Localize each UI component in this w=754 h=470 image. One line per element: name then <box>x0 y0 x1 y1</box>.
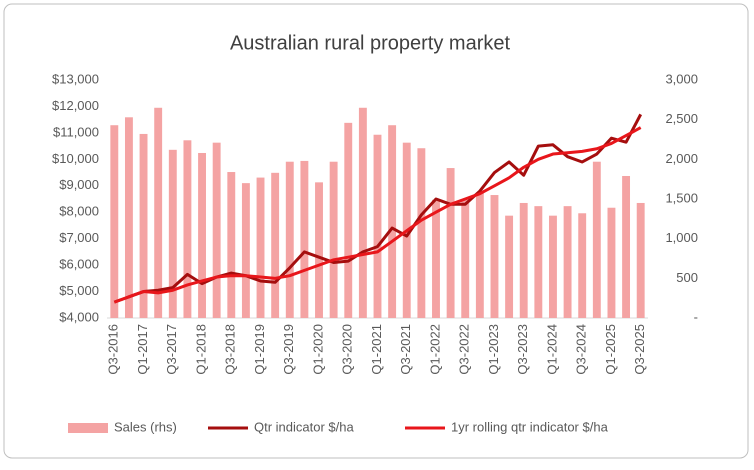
x-tick-label: Q1-2017 <box>135 324 150 375</box>
bar <box>241 183 250 318</box>
bar <box>110 125 119 318</box>
bar <box>154 107 163 319</box>
bar <box>227 172 236 318</box>
x-tick-label: Q1-2022 <box>427 324 442 375</box>
bar <box>519 202 528 318</box>
bar <box>490 195 499 318</box>
y2-tick-label: 1,000 <box>665 230 698 245</box>
y2-tick-label: 2,500 <box>665 111 698 126</box>
bar <box>315 182 323 318</box>
bar <box>592 161 601 318</box>
bar <box>256 177 265 318</box>
y2-tick-label: 2,000 <box>665 151 698 166</box>
bar <box>505 215 514 318</box>
x-tick-label: Q1-2021 <box>369 324 384 375</box>
legend-label: Qtr indicator $/ha <box>254 419 354 434</box>
y-tick-label: $5,000 <box>59 283 99 298</box>
bar <box>388 125 397 318</box>
bar <box>607 207 616 318</box>
x-tick-label: Q3-2024 <box>574 324 589 375</box>
y2-tick-label: 1,500 <box>665 190 698 205</box>
x-tick-label: Q1-2019 <box>252 324 267 375</box>
x-tick-label: Q3-2017 <box>164 324 179 375</box>
x-tick-label: Q1-2023 <box>486 324 501 375</box>
bar <box>578 213 587 318</box>
bar <box>198 152 206 318</box>
bar <box>300 160 309 318</box>
bar <box>432 199 440 318</box>
bar <box>417 148 426 318</box>
bar <box>344 122 353 318</box>
x-tick-label: Q3-2019 <box>281 324 296 375</box>
bar <box>183 140 192 318</box>
x-tick-label: Q3-2022 <box>457 324 472 375</box>
line <box>113 113 643 304</box>
legend-swatch <box>68 423 108 433</box>
bar <box>124 117 133 318</box>
y-tick-label: $12,000 <box>52 98 99 113</box>
bar <box>461 199 470 318</box>
y-tick-label: $4,000 <box>59 309 99 324</box>
x-tick-label: Q3-2025 <box>632 324 647 375</box>
bar <box>373 134 382 318</box>
x-tick-label: Q1-2024 <box>544 324 559 375</box>
bar <box>329 161 338 318</box>
bar <box>636 202 645 318</box>
x-tick-label: Q1-2020 <box>310 324 325 375</box>
y-tick-label: $11,000 <box>53 124 99 139</box>
y2-tick-label: - <box>694 309 698 324</box>
x-tick-label: Q3-2016 <box>106 324 121 375</box>
y2-tick-label: 500 <box>676 270 698 285</box>
x-tick-label: Q1-2025 <box>603 324 618 375</box>
y-tick-label: $7,000 <box>59 230 99 245</box>
x-tick-label: Q3-2018 <box>223 324 238 375</box>
bar <box>271 172 280 318</box>
y-tick-label: $9,000 <box>59 177 99 192</box>
bar <box>285 161 294 318</box>
y2-tick-label: 3,000 <box>665 71 698 86</box>
line <box>113 126 642 304</box>
y-tick-label: $10,000 <box>52 151 99 166</box>
bar <box>475 192 484 318</box>
chart-title: Australian rural property market <box>230 32 511 54</box>
y-tick-label: $13,000 <box>52 71 99 86</box>
y-tick-label: $8,000 <box>59 204 99 219</box>
bar <box>139 133 148 318</box>
x-tick-label: Q3-2021 <box>398 324 413 375</box>
bar <box>549 215 557 318</box>
legend-label: Sales (rhs) <box>114 419 177 434</box>
bar <box>446 168 455 318</box>
legend-label: 1yr rolling qtr indicator $/ha <box>451 419 609 434</box>
x-tick-label: Q3-2023 <box>515 324 530 375</box>
bar <box>622 175 631 318</box>
bar <box>168 149 177 318</box>
x-tick-label: Q3-2020 <box>340 324 355 375</box>
bar <box>563 206 572 318</box>
bar <box>212 142 221 318</box>
y-tick-label: $6,000 <box>59 257 99 272</box>
bar <box>358 107 367 319</box>
bar <box>534 206 543 318</box>
x-tick-label: Q1-2018 <box>193 324 208 375</box>
